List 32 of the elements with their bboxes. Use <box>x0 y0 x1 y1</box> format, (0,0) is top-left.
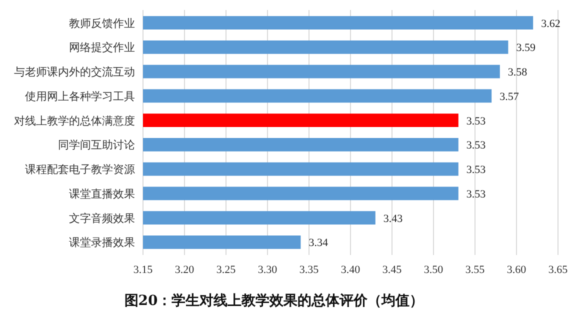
data-label: 3.53 <box>466 188 486 200</box>
y-tick-label: 文字音频效果 <box>69 212 135 225</box>
data-label: 3.34 <box>308 237 328 250</box>
data-label: 3.53 <box>466 115 486 128</box>
x-tick-label: 3.40 <box>340 264 361 276</box>
x-tick-label: 3.55 <box>465 264 486 276</box>
x-tick-label: 3.50 <box>424 264 444 276</box>
data-label: 3.57 <box>500 90 520 103</box>
x-tick-label: 3.45 <box>382 264 402 276</box>
y-tick-label: 与老师课内外的交流互动 <box>14 66 135 79</box>
data-label: 3.59 <box>516 42 536 54</box>
y-tick-label: 课堂直播效果 <box>69 187 135 200</box>
y-tick-label: 教师反馈作业 <box>69 16 135 30</box>
text: 图20：学生对线上教学效果的总体评价（均值） <box>124 293 424 309</box>
x-tick-label: 3.20 <box>174 264 195 276</box>
data-label: 3.43 <box>383 212 404 225</box>
y-tick-label: 同学间互助讨论 <box>58 138 135 152</box>
data-label: 3.53 <box>466 164 486 176</box>
y-tick-label: 网络提交作业 <box>69 41 135 54</box>
data-label: 3.53 <box>466 140 486 152</box>
data-label: 3.58 <box>508 66 528 79</box>
y-tick-label: 课程配套电子教学资源 <box>25 163 135 176</box>
x-tick-label: 3.15 <box>133 264 154 276</box>
y-tick-label: 使用网上各种学习工具 <box>25 90 135 103</box>
x-tick-label: 3.35 <box>299 264 320 276</box>
data-label: 3.62 <box>541 18 560 30</box>
x-tick-label: 3.65 <box>548 264 568 276</box>
x-tick-label: 3.60 <box>506 264 527 276</box>
x-tick-label: 3.30 <box>258 264 278 276</box>
y-tick-label: 对线上教学的总体满意度 <box>14 114 135 128</box>
x-tick-label: 3.25 <box>216 264 236 276</box>
y-tick-label: 课堂录播效果 <box>69 236 135 250</box>
